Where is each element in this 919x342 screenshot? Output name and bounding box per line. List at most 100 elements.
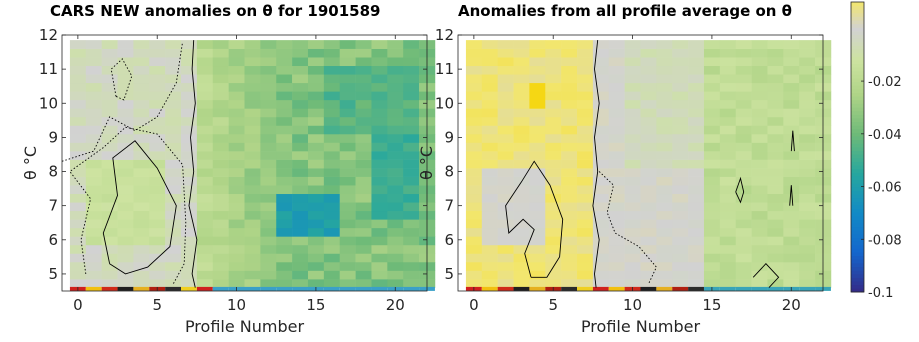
heatmap-cell — [70, 117, 86, 126]
heatmap-cell — [70, 245, 86, 254]
heatmap-cell — [165, 168, 181, 177]
y-tick-label: 10 — [39, 94, 58, 112]
heatmap-cell — [783, 117, 799, 126]
heatmap-cell — [672, 125, 688, 134]
heatmap-cell — [118, 262, 134, 271]
heatmap-cell — [133, 40, 149, 49]
heatmap-cell — [292, 143, 308, 152]
heatmap-cell — [340, 134, 356, 143]
heatmap-cell — [70, 151, 86, 160]
heatmap-cell — [356, 151, 372, 160]
heatmap-cell — [498, 279, 514, 288]
heatmap-cell — [213, 279, 229, 288]
y-tick-label: 9 — [48, 128, 58, 146]
colorbar-segment — [851, 107, 864, 111]
heatmap-cell — [672, 74, 688, 83]
heatmap-cell — [165, 253, 181, 262]
heatmap-cell — [229, 91, 245, 100]
heatmap-cell — [704, 219, 720, 228]
heatmap-cell — [752, 74, 768, 83]
colorbar-segment — [851, 78, 864, 82]
heatmap-cell — [672, 168, 688, 177]
heatmap-cell — [149, 279, 165, 288]
strip-cell — [593, 287, 609, 291]
heatmap-cell — [736, 49, 752, 58]
heatmap-cell — [625, 202, 641, 211]
heatmap-cell — [720, 143, 736, 152]
heatmap-cell — [387, 134, 403, 143]
heatmap-cell — [752, 185, 768, 194]
heatmap-cell — [324, 57, 340, 66]
heatmap-cell — [609, 91, 625, 100]
heatmap-cell — [371, 211, 387, 220]
heatmap-cell — [165, 108, 181, 117]
heatmap-cell — [720, 279, 736, 288]
heatmap-cell — [308, 160, 324, 169]
heatmap-cell — [529, 108, 545, 117]
heatmap-cell — [70, 40, 86, 49]
heatmap-cell — [752, 117, 768, 126]
heatmap-cell — [403, 83, 419, 92]
heatmap-cell — [656, 279, 672, 288]
strip-cell — [292, 287, 308, 291]
heatmap-cell — [340, 66, 356, 75]
heatmap-cell — [260, 245, 276, 254]
heatmap-cell — [371, 143, 387, 152]
heatmap-cell — [70, 66, 86, 75]
heatmap-cell — [609, 236, 625, 245]
heatmap-cell — [102, 40, 118, 49]
heatmap-cell — [799, 74, 815, 83]
colorbar-segment — [851, 252, 864, 256]
heatmap-cell — [213, 168, 229, 177]
heatmap-cell — [529, 202, 545, 211]
heatmap-cell — [149, 143, 165, 152]
heatmap-cell — [704, 57, 720, 66]
heatmap-cell — [276, 194, 292, 203]
heatmap-cell — [577, 143, 593, 152]
heatmap-cell — [498, 143, 514, 152]
colorbar-segment — [851, 53, 864, 57]
heatmap-cell — [86, 245, 102, 254]
heatmap-cell — [118, 117, 134, 126]
heatmap-cell — [720, 151, 736, 160]
heatmap-cell — [482, 160, 498, 169]
heatmap-cell — [561, 245, 577, 254]
heatmap-cell — [387, 74, 403, 83]
heatmap-cell — [197, 228, 213, 237]
heatmap-cell — [70, 143, 86, 152]
heatmap-cell — [133, 168, 149, 177]
heatmap-cell — [609, 57, 625, 66]
heatmap-cell — [641, 160, 657, 169]
heatmap-cell — [165, 100, 181, 109]
heatmap-cell — [308, 271, 324, 280]
heatmap-cell — [736, 271, 752, 280]
heatmap-cell — [672, 236, 688, 245]
heatmap-cell — [514, 194, 530, 203]
heatmap-cell — [260, 134, 276, 143]
colorbar-segment — [851, 35, 864, 39]
heatmap-cell — [356, 49, 372, 58]
heatmap-cell — [720, 194, 736, 203]
heatmap-cell — [197, 253, 213, 262]
heatmap-cell — [514, 228, 530, 237]
heatmap-cell — [102, 57, 118, 66]
heatmap-cell — [688, 117, 704, 126]
heatmap-cell — [324, 168, 340, 177]
heatmap-cell — [767, 40, 783, 49]
heatmap-cell — [86, 49, 102, 58]
heatmap-cell — [340, 279, 356, 288]
heatmap-cell — [292, 228, 308, 237]
heatmap-cell — [609, 40, 625, 49]
heatmap-cell — [561, 160, 577, 169]
heatmap-cell — [736, 40, 752, 49]
heatmap-cell — [308, 202, 324, 211]
heatmap-cell — [308, 143, 324, 152]
heatmap-cell — [387, 194, 403, 203]
heatmap-cell — [403, 74, 419, 83]
heatmap-cell — [86, 271, 102, 280]
heatmap-cell — [102, 83, 118, 92]
heatmap-cell — [752, 143, 768, 152]
heatmap-cell — [545, 245, 561, 254]
heatmap-cell — [656, 194, 672, 203]
heatmap-cell — [672, 262, 688, 271]
